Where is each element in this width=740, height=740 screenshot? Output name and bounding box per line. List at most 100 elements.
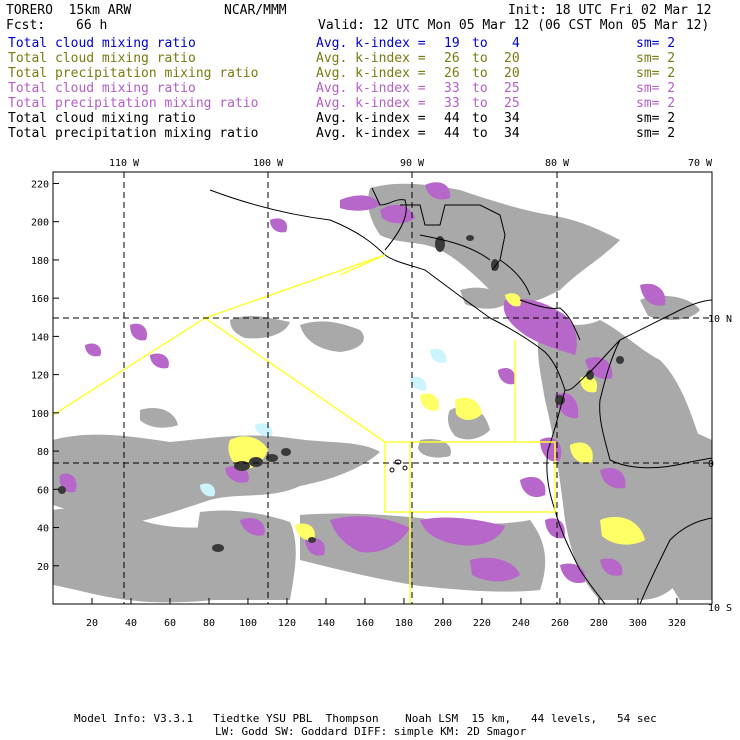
x-tick-label: 260 <box>551 618 569 629</box>
legend-to: to <box>472 126 488 141</box>
legend-k-start: 26 <box>444 51 460 66</box>
legend-k-start: 33 <box>444 81 460 96</box>
x-tick-label: 220 <box>473 618 491 629</box>
x-tick-label: 80 <box>203 618 215 629</box>
organization-label: NCAR/MMM <box>224 3 287 18</box>
legend-field: Total cloud mixing ratio <box>8 51 196 66</box>
legend-k-end: 25 <box>504 96 520 111</box>
legend-index: Avg. k-index = <box>316 96 426 111</box>
legend-index: Avg. k-index = <box>316 111 426 126</box>
purple-precip-field <box>59 182 666 584</box>
coastlines <box>209 187 712 604</box>
legend-smoothing: sm= 2 <box>636 51 676 66</box>
legend-k-end: 25 <box>504 81 520 96</box>
init-time: Init: 18 UTC Fri 02 Mar 12 <box>508 3 712 18</box>
y-tick-label: 140 <box>31 332 49 343</box>
valid-time: Valid: 12 UTC Mon 05 Mar 12 (06 CST Mon … <box>318 18 710 33</box>
model-info: Model Info: V3.3.1 Tiedtke YSU PBL Thomp… <box>74 712 657 725</box>
lat-lon-grid <box>53 172 712 604</box>
legend-row: Total cloud mixing ratio Avg. k-index = … <box>8 36 728 156</box>
legend-field: Total cloud mixing ratio <box>8 111 196 126</box>
legend-index: Avg. k-index = <box>316 36 426 51</box>
legend-index: Avg. k-index = <box>316 51 426 66</box>
legend-k-start: 26 <box>444 66 460 81</box>
longitude-labels: 110 W 100 W 90 W 80 W 70 W <box>109 158 713 169</box>
legend-to: to <box>472 96 488 111</box>
x-tick-label: 180 <box>395 618 413 629</box>
legend-smoothing: sm= 2 <box>636 96 676 111</box>
legend-field: Total cloud mixing ratio <box>8 81 196 96</box>
y-tick-label: 100 <box>31 409 49 420</box>
legend-field: Total precipitation mixing ratio <box>8 126 259 141</box>
x-tick-label: 140 <box>317 618 335 629</box>
legend-to: to <box>472 36 488 51</box>
tick-marks <box>53 182 678 604</box>
x-tick-label: 20 <box>86 618 98 629</box>
lat-label: 0 <box>708 459 714 470</box>
legend-row: Total cloud mixing ratio Avg. k-index = … <box>8 51 728 171</box>
x-tick-label: 280 <box>590 618 608 629</box>
legend-to: to <box>472 81 488 96</box>
legend-k-start: 44 <box>444 126 460 141</box>
x-tick-label: 320 <box>668 618 686 629</box>
legend-k-start: 44 <box>444 111 460 126</box>
legend-field: Total precipitation mixing ratio <box>8 96 259 111</box>
map-plot-area <box>53 172 712 604</box>
forecast-hour: 66 h <box>76 18 108 33</box>
y-tick-labels: 20 40 60 80 100 120 140 160 180 200 220 <box>31 179 49 572</box>
lon-label: 70 W <box>688 158 713 169</box>
legend-field: Total precipitation mixing ratio <box>8 66 259 81</box>
x-tick-label: 300 <box>629 618 647 629</box>
legend-smoothing: sm= 2 <box>636 81 676 96</box>
x-tick-label: 160 <box>356 618 374 629</box>
model-title: TORERO 15km ARW <box>6 3 132 18</box>
legend-smoothing: sm= 2 <box>636 126 676 141</box>
x-tick-label: 60 <box>164 618 176 629</box>
y-tick-label: 60 <box>37 485 49 496</box>
legend-k-end: 20 <box>504 51 520 66</box>
x-tick-labels: 20 40 60 80 100 120 140 160 180 200 220 240 260 280 30… <box>86 618 686 629</box>
legend-smoothing: sm= 2 <box>636 111 676 126</box>
legend-smoothing: sm= 2 <box>636 66 676 81</box>
lat-label: 10 N <box>708 314 732 325</box>
lat-label: 10 S <box>708 603 732 614</box>
physics-info: LW: Godd SW: Goddard DIFF: simple KM: 2D… <box>215 725 527 738</box>
legend-to: to <box>472 51 488 66</box>
legend-row: Total precipitation mixing ratio Avg. k-… <box>8 126 728 246</box>
legend-index: Avg. k-index = <box>316 126 426 141</box>
y-tick-label: 160 <box>31 294 49 305</box>
legend-k-end: 34 <box>504 111 520 126</box>
legend-k-start: 33 <box>444 96 460 111</box>
forecast-label: Fcst: <box>6 18 46 33</box>
x-tick-label: 200 <box>434 618 452 629</box>
legend-row: Total cloud mixing ratio Avg. k-index = … <box>8 111 728 231</box>
y-tick-label: 80 <box>37 447 49 458</box>
y-tick-label: 200 <box>31 218 49 229</box>
legend-index: Avg. k-index = <box>316 81 426 96</box>
x-tick-label: 120 <box>278 618 296 629</box>
y-tick-label: 220 <box>31 179 49 190</box>
legend-to: to <box>472 111 488 126</box>
legend-field: Total cloud mixing ratio <box>8 36 196 51</box>
legend-row: Total cloud mixing ratio Avg. k-index = … <box>8 81 728 201</box>
x-tick-label: 240 <box>512 618 530 629</box>
latitude-labels: 10 N 0 10 S <box>708 314 732 614</box>
lon-label: 100 W <box>253 158 284 169</box>
x-tick-label: 40 <box>125 618 137 629</box>
y-tick-label: 20 <box>37 562 49 573</box>
legend-k-end: 4 <box>512 36 520 51</box>
legend-smoothing: sm= 2 <box>636 36 676 51</box>
legend-row: Total precipitation mixing ratio Avg. k-… <box>8 66 728 186</box>
y-tick-label: 120 <box>31 371 49 382</box>
lon-label: 110 W <box>109 158 140 169</box>
lon-label: 80 W <box>545 158 570 169</box>
map-frame <box>52 171 713 605</box>
y-tick-label: 40 <box>37 524 49 535</box>
legend-k-end: 34 <box>504 126 520 141</box>
legend-index: Avg. k-index = <box>316 66 426 81</box>
legend-k-start: 19 <box>444 36 460 51</box>
y-tick-label: 180 <box>31 256 49 267</box>
legend-row: Total precipitation mixing ratio Avg. k-… <box>8 96 728 216</box>
x-tick-label: 100 <box>239 618 257 629</box>
